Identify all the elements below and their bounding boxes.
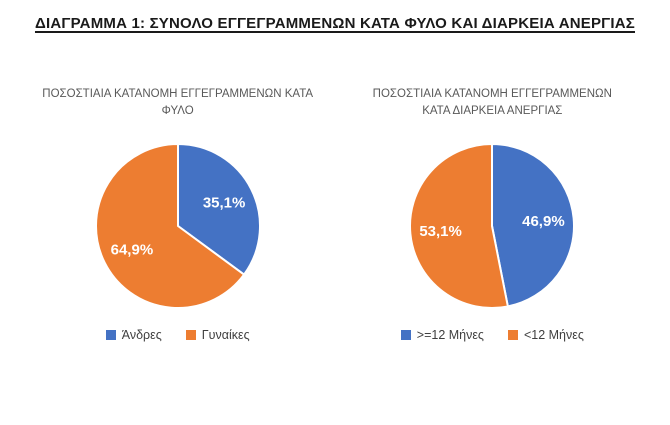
chart-title-gender: ΠΟΣΟΣΤΙΑΙΑ ΚΑΤΑΝΟΜΗ ΕΓΓΕΓΡΑΜΜΕΝΩΝ ΚΑΤΑ Φ… [42, 86, 313, 119]
chart-title-line: ΠΟΣΟΣΤΙΑΙΑ ΚΑΤΑΝΟΜΗ ΕΓΓΕΓΡΑΜΜΕΝΩΝ [372, 88, 612, 100]
chart-title-duration: ΠΟΣΟΣΤΙΑΙΑ ΚΑΤΑΝΟΜΗ ΕΓΓΕΓΡΑΜΜΕΝΩΝ ΚΑΤΑ Δ… [373, 86, 612, 119]
gender-pie: 35,1% 64,9% [94, 143, 261, 310]
legend-label: <12 Μήνες [523, 328, 584, 343]
legend-swatch-icon [507, 330, 518, 341]
legend-item: Γυναίκες [185, 328, 250, 343]
pie-slice-label: 35,1% [202, 195, 245, 212]
legend-swatch-icon [105, 330, 116, 341]
pie-slice [409, 143, 510, 310]
gender-pie-chart: ΠΟΣΟΣΤΙΑΙΑ ΚΑΤΑΝΟΜΗ ΕΓΓΕΓΡΑΜΜΕΝΩΝ ΚΑΤΑ Φ… [27, 86, 329, 342]
charts-row: ΠΟΣΟΣΤΙΑΙΑ ΚΑΤΑΝΟΜΗ ΕΓΓΕΓΡΑΜΜΕΝΩΝ ΚΑΤΑ Φ… [0, 86, 670, 342]
duration-pie-chart: ΠΟΣΟΣΤΙΑΙΑ ΚΑΤΑΝΟΜΗ ΕΓΓΕΓΡΑΜΜΕΝΩΝ ΚΑΤΑ Δ… [341, 86, 643, 342]
legend-item: Άνδρες [105, 328, 162, 343]
legend-swatch-icon [185, 330, 196, 341]
legend-label: Γυναίκες [201, 328, 250, 343]
gender-legend: Άνδρες Γυναίκες [105, 328, 250, 343]
chart-title-line: ΦΥΛΟ [161, 104, 194, 117]
pie-slice [176, 143, 261, 276]
pie-slice [94, 143, 245, 310]
pie-slice-label: 53,1% [420, 223, 463, 240]
chart-title-line: ΚΑΤΑ ΔΙΑΡΚΕΙΑ ΑΝΕΡΓΙΑΣ [422, 104, 563, 117]
legend-item: <12 Μήνες [507, 328, 584, 343]
legend-swatch-icon [400, 330, 411, 341]
duration-pie: 46,9% 53,1% [409, 143, 576, 310]
page-title: ΔΙΑΓΡΑΜΜΑ 1: ΣΥΝΟΛΟ ΕΓΓΕΓΡΑΜΜΕΝΩΝ ΚΑΤΑ Φ… [34, 15, 635, 32]
chart-title-line: ΠΟΣΟΣΤΙΑΙΑ ΚΑΤΑΝΟΜΗ ΕΓΓΕΓΡΑΜΜΕΝΩΝ ΚΑΤΑ [42, 88, 314, 100]
duration-legend: >=12 Μήνες <12 Μήνες [400, 328, 584, 343]
pie-slice-label: 64,9% [110, 242, 153, 259]
legend-label: Άνδρες [121, 328, 162, 343]
legend-item: >=12 Μήνες [400, 328, 484, 343]
pie-slice [491, 143, 576, 308]
pie-slice-label: 46,9% [522, 213, 565, 230]
legend-label: >=12 Μήνες [416, 328, 484, 343]
